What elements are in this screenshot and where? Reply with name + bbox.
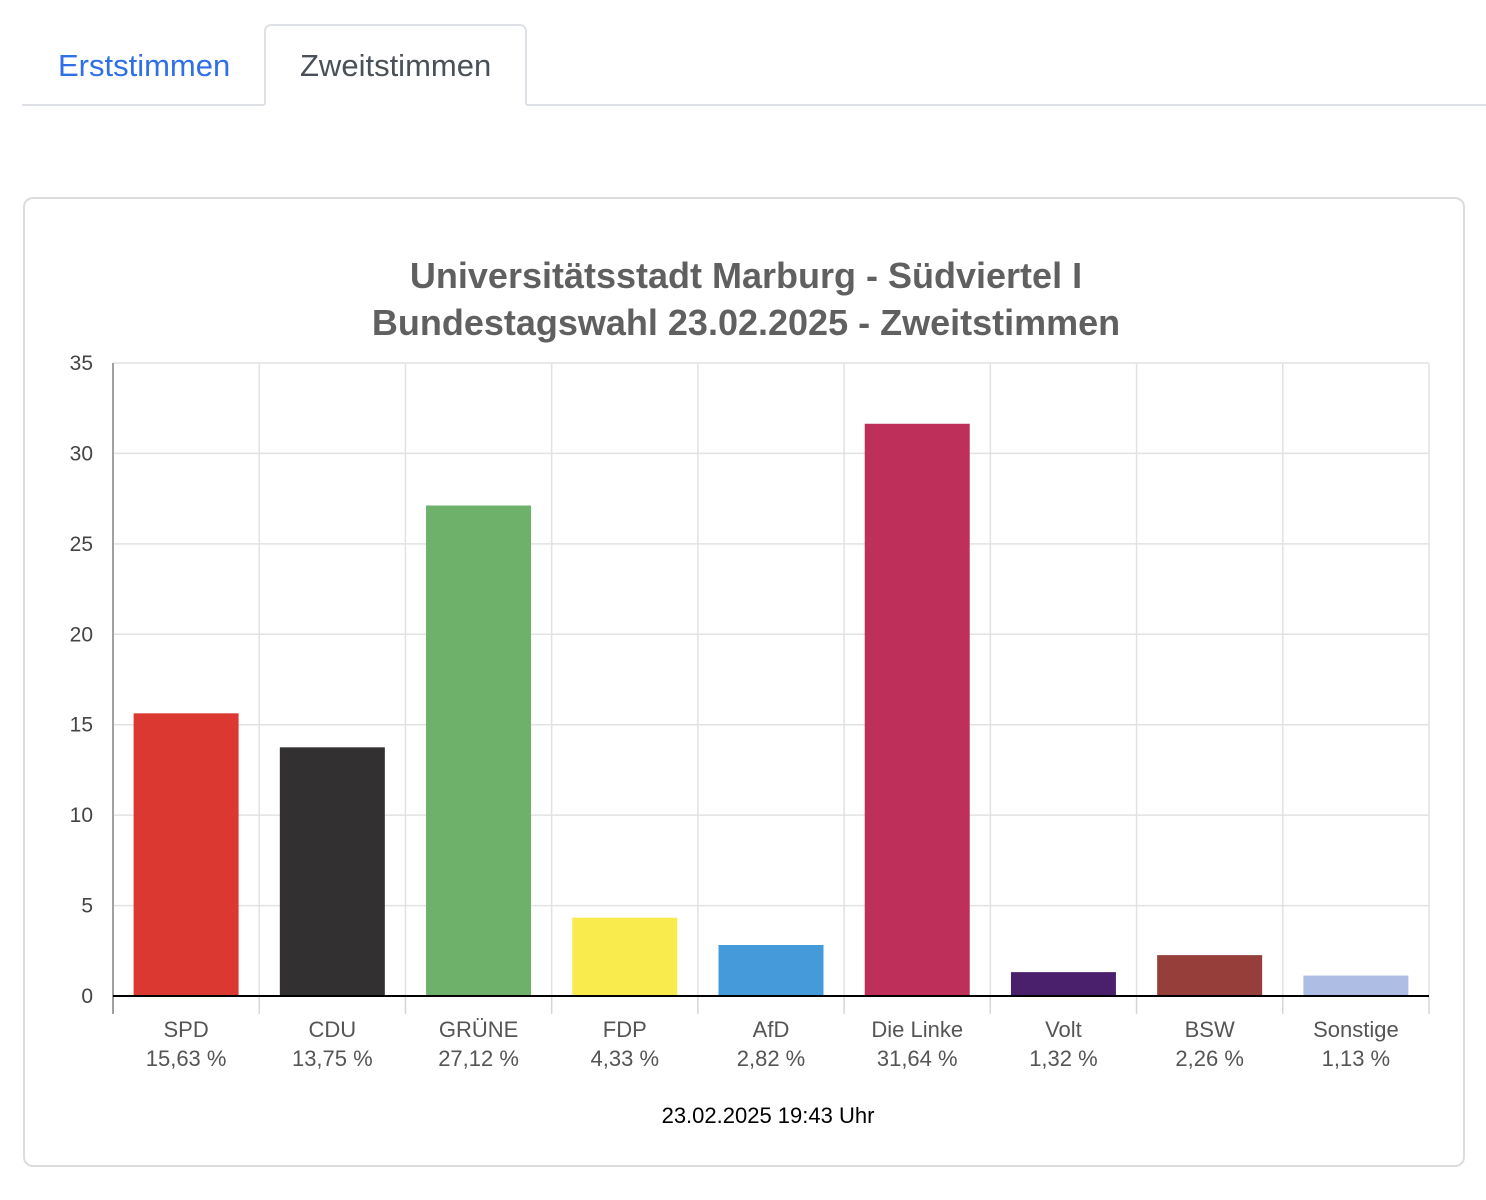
bar-chart: Universitätsstadt Marburg - Südviertel I… xyxy=(70,255,1430,1128)
y-tick-label: 35 xyxy=(70,352,93,375)
x-value-label: 31,64 % xyxy=(877,1046,958,1071)
bar-bsw xyxy=(1157,955,1263,996)
x-value-label: 27,12 % xyxy=(438,1046,519,1071)
y-tick-label: 0 xyxy=(81,985,93,1008)
chart-title-line2: Bundestagswahl 23.02.2025 - Zweitstimmen xyxy=(372,302,1120,343)
bar-afd xyxy=(718,944,824,996)
bar-spd xyxy=(133,713,239,996)
tab-bar: Erststimmen Zweitstimmen xyxy=(22,0,1486,106)
bar-volt xyxy=(1010,972,1116,996)
tab-zweitstimmen[interactable]: Zweitstimmen xyxy=(264,24,528,106)
x-value-label: 4,33 % xyxy=(591,1046,660,1071)
chart-timestamp: 23.02.2025 19:43 Uhr xyxy=(662,1103,875,1128)
x-category-label: Volt xyxy=(1045,1017,1082,1042)
tab-erststimmen[interactable]: Erststimmen xyxy=(58,48,231,83)
x-value-label: 2,26 % xyxy=(1175,1046,1244,1071)
chart-card: Universitätsstadt Marburg - Südviertel I… xyxy=(23,197,1465,1167)
x-value-label: 15,63 % xyxy=(146,1046,227,1071)
x-category-label: GRÜNE xyxy=(439,1017,518,1042)
x-value-label: 2,82 % xyxy=(737,1046,806,1071)
y-tick-label: 25 xyxy=(70,533,93,556)
bar-die-linke xyxy=(864,423,970,996)
x-category-label: Sonstige xyxy=(1313,1017,1399,1042)
y-tick-label: 30 xyxy=(70,442,93,465)
bar-cdu xyxy=(279,747,385,996)
y-tick-label: 10 xyxy=(70,804,93,827)
x-category-label: CDU xyxy=(308,1017,356,1042)
x-value-label: 1,13 % xyxy=(1322,1046,1391,1071)
x-category-label: AfD xyxy=(753,1017,790,1042)
x-value-label: 1,32 % xyxy=(1029,1046,1098,1071)
x-category-label: Die Linke xyxy=(871,1017,963,1042)
bar-fdp xyxy=(572,917,678,996)
y-tick-label: 5 xyxy=(81,895,93,918)
x-value-label: 13,75 % xyxy=(292,1046,373,1071)
y-tick-label: 20 xyxy=(70,623,93,646)
bar-grüne xyxy=(426,505,532,996)
y-tick-label: 15 xyxy=(70,714,93,737)
x-category-label: SPD xyxy=(163,1017,208,1042)
x-category-label: BSW xyxy=(1185,1017,1235,1042)
bar-sonstige xyxy=(1303,975,1409,996)
chart-title-line1: Universitätsstadt Marburg - Südviertel I xyxy=(410,255,1082,296)
x-category-label: FDP xyxy=(603,1017,647,1042)
